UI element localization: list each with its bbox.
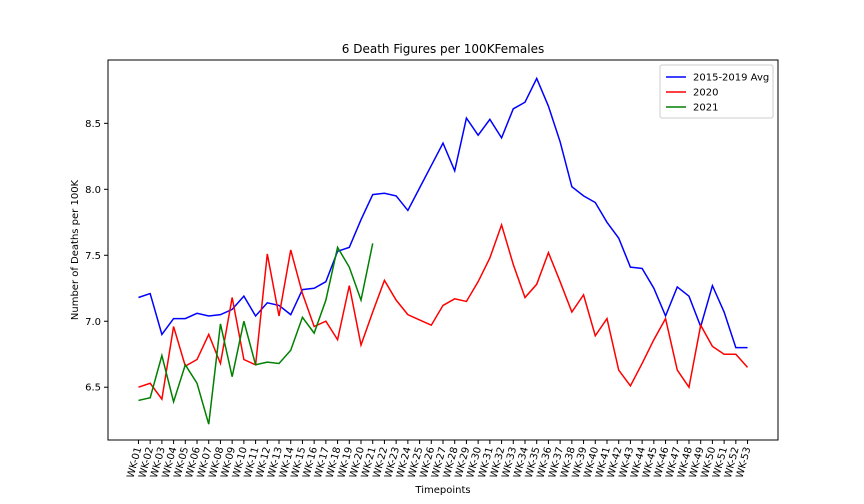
y-axis-label: Number of Deaths per 100K <box>70 179 81 320</box>
legend-label: 2021 <box>693 103 718 114</box>
legend-label: 2015-2019 Avg <box>693 73 769 84</box>
y-tick-label: 7.5 <box>85 251 101 262</box>
y-tick-label: 8.0 <box>85 185 101 196</box>
y-tick-label: 7.0 <box>85 317 101 328</box>
line-series <box>138 243 374 425</box>
y-tick-label: 8.5 <box>85 119 101 130</box>
x-axis-label: Timepoints <box>414 485 470 496</box>
chart-title: 6 Death Figures per 100KFemales <box>342 42 544 56</box>
legend-label: 2020 <box>693 88 718 99</box>
line-series <box>138 222 749 401</box>
plot-frame <box>107 59 779 441</box>
y-tick-label: 6.5 <box>85 383 101 394</box>
line-series <box>138 76 748 349</box>
legend-box <box>659 64 774 119</box>
